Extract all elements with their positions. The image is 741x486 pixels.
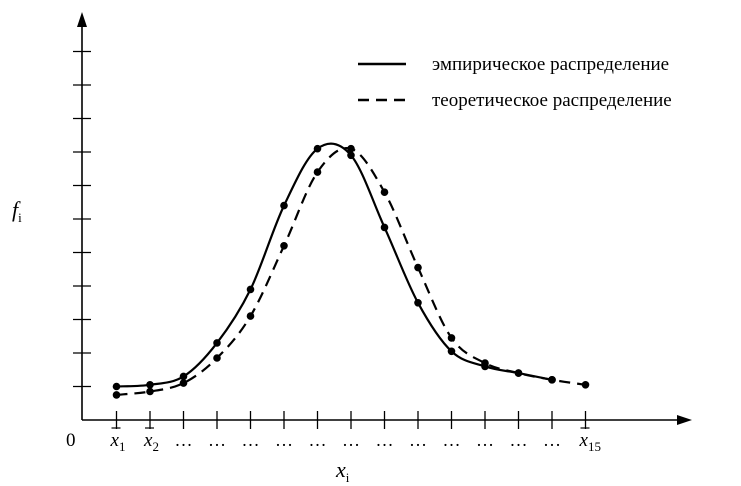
origin-label: 0 <box>66 430 76 451</box>
series-line <box>116 142 553 388</box>
x-tick-label: … <box>309 430 327 450</box>
data-point <box>347 144 355 153</box>
data-point <box>380 188 389 196</box>
legend-label-theoretical: теоретическое распределение <box>432 90 672 111</box>
x-tick-label: x2 <box>143 427 159 454</box>
y-axis-label-base: f <box>12 197 21 222</box>
data-point <box>581 381 590 389</box>
x-axis-label-base: x <box>335 457 346 482</box>
x-tick-label-base: x <box>110 430 120 451</box>
x-tick-label-text: x2 <box>143 430 159 454</box>
data-point <box>313 168 322 176</box>
x-tick-label: … <box>342 430 360 450</box>
data-point <box>548 376 556 384</box>
x-tick-label: … <box>510 430 528 450</box>
data-point <box>280 201 288 210</box>
y-axis-label-sub: i <box>18 210 22 225</box>
x-tick-label: … <box>409 430 427 450</box>
axes <box>77 12 692 425</box>
x-axis-label-sub: i <box>346 470 350 485</box>
series-2 <box>112 144 590 399</box>
data-point <box>414 299 422 307</box>
x-tick-label: x15 <box>579 427 601 454</box>
x-tick-label: … <box>376 430 394 450</box>
data-point <box>179 372 188 381</box>
data-point <box>514 369 523 377</box>
x-tick-label-sub: 15 <box>588 439 601 454</box>
x-tick-label: … <box>443 430 461 450</box>
series-1 <box>112 142 556 391</box>
x-tick-label-sub: 1 <box>119 439 126 454</box>
data-point <box>146 387 154 396</box>
legend: эмпирическое распределение теоретическое… <box>358 54 672 111</box>
data-point <box>213 339 221 347</box>
x-tick-label-text: x1 <box>110 430 126 454</box>
x-tick-label: … <box>175 430 193 450</box>
data-point <box>246 312 255 320</box>
data-point <box>280 242 288 250</box>
x-tick-label-base: x <box>143 430 153 451</box>
data-point <box>481 359 489 367</box>
data-point <box>347 151 355 160</box>
data-point <box>313 144 322 153</box>
x-tick-label-base: x <box>579 430 589 451</box>
x-tick-label-text: x15 <box>579 430 601 454</box>
x-tick-labels: x1 x2……………………………… x15 <box>110 427 601 454</box>
y-axis-arrow <box>77 12 87 27</box>
data-point <box>447 347 456 356</box>
x-tick-label: … <box>242 430 260 450</box>
x-tick-label: … <box>275 430 293 450</box>
data-point <box>246 285 255 294</box>
data-point <box>112 391 121 399</box>
y-axis-label: fi <box>12 197 22 225</box>
data-point <box>112 382 121 391</box>
x-axis-label: xi <box>335 457 350 485</box>
x-tick-label: … <box>476 430 494 450</box>
x-ticks <box>115 411 587 429</box>
y-ticks <box>73 50 91 388</box>
series-layer <box>112 142 590 399</box>
data-point <box>213 354 221 362</box>
data-point <box>414 263 422 272</box>
data-point <box>146 381 154 389</box>
x-tick-label-sub: 2 <box>152 439 159 454</box>
data-point <box>447 334 456 342</box>
series-line <box>116 146 586 396</box>
data-point <box>380 223 389 232</box>
legend-label-empirical: эмпирическое распределение <box>432 54 669 75</box>
x-tick-label: … <box>543 430 561 450</box>
data-point <box>179 379 188 387</box>
x-axis-arrow <box>677 415 692 425</box>
x-tick-label: x1 <box>110 427 126 454</box>
x-tick-label: … <box>208 430 226 450</box>
